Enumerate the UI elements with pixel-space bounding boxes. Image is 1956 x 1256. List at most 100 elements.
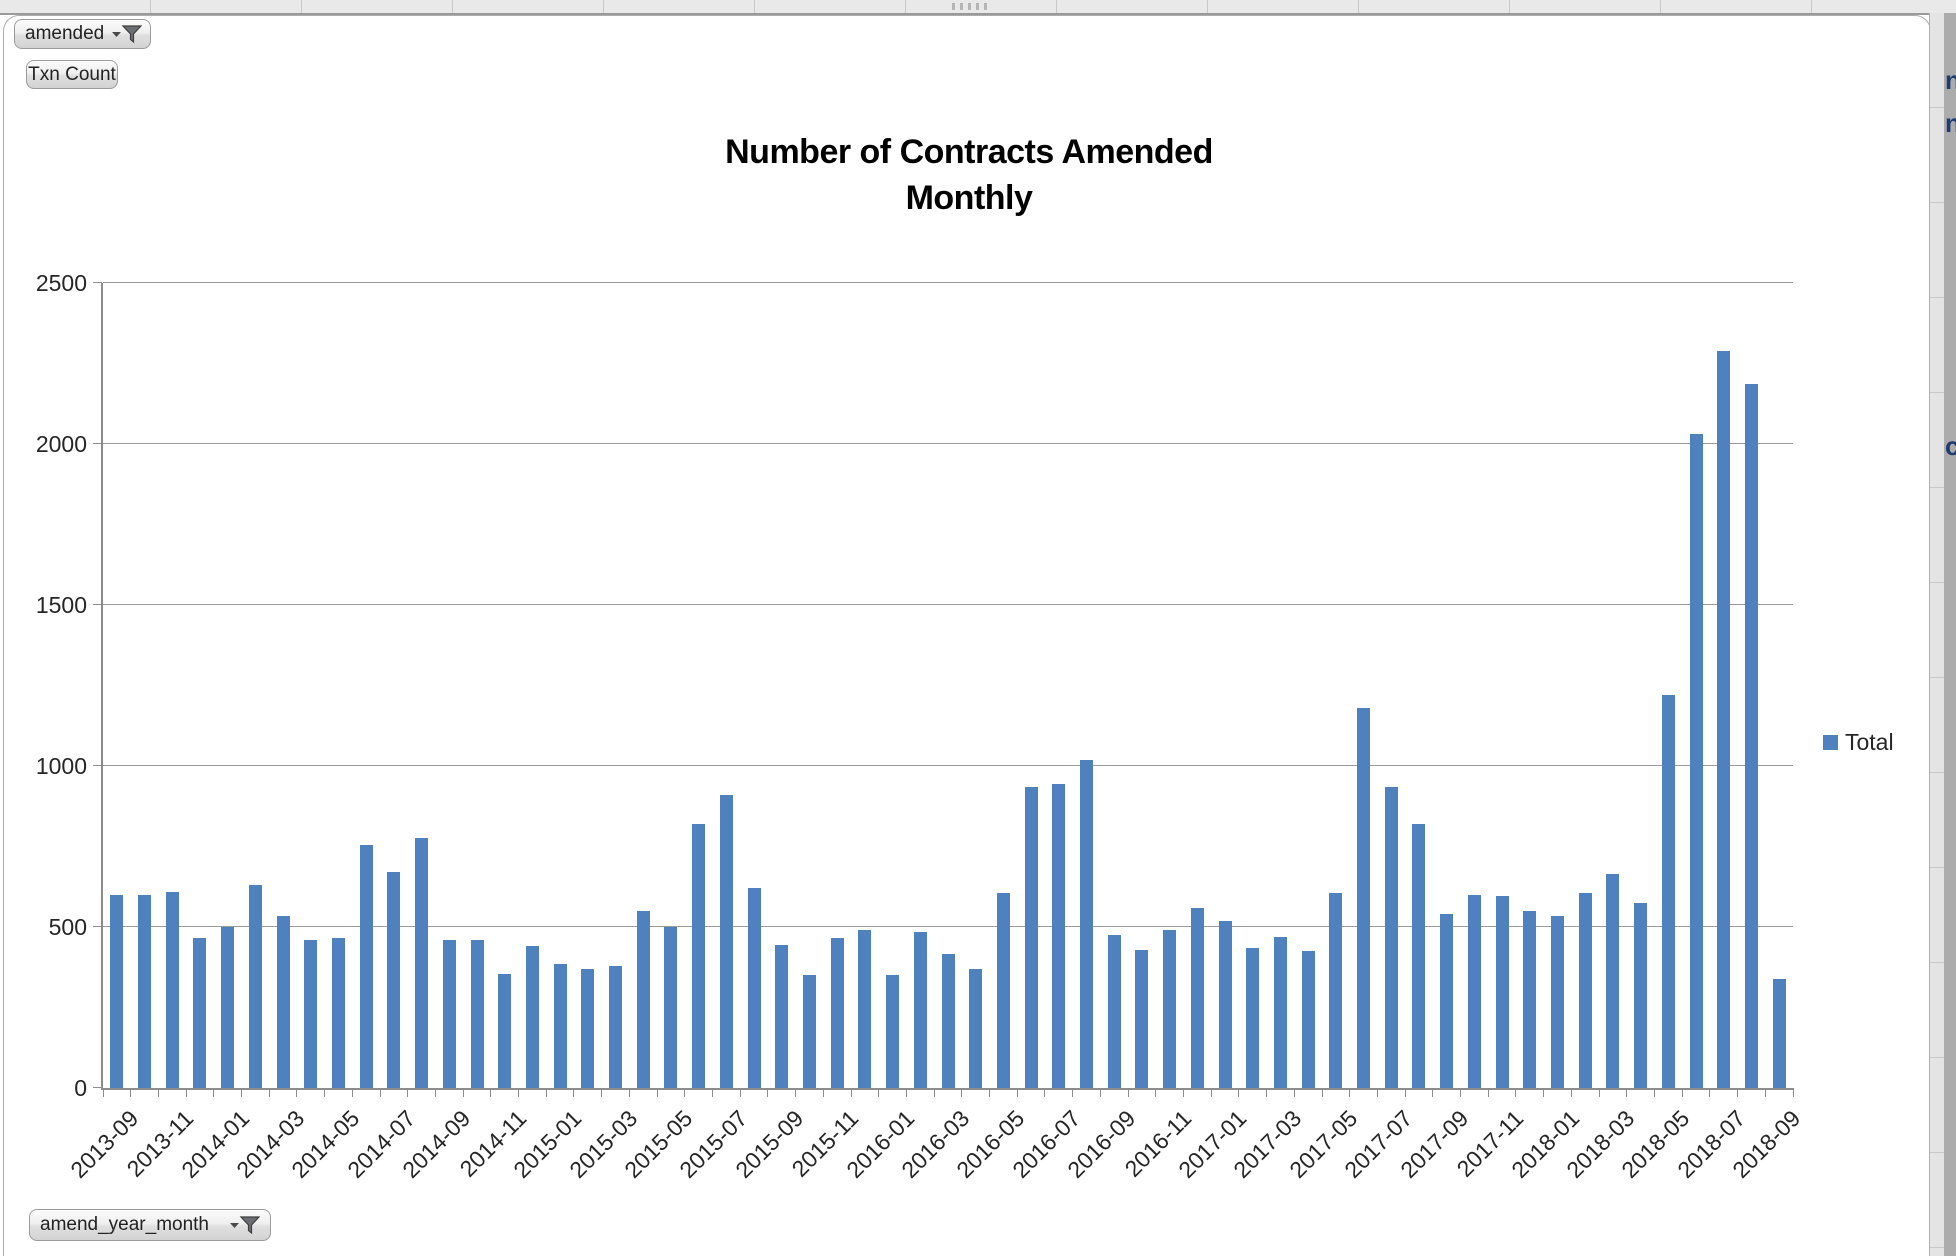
x-axis-tick (324, 1088, 326, 1097)
x-axis-tick (1460, 1088, 1462, 1097)
x-axis-tick (379, 1088, 381, 1097)
bar-2017-12 (1523, 910, 1537, 1088)
x-axis-tick (185, 1088, 187, 1097)
bar-2015-12 (858, 930, 872, 1088)
x-axis-tick (1293, 1088, 1295, 1097)
x-axis-tick (1653, 1088, 1655, 1097)
y-axis-label: 1500 (35, 592, 87, 618)
x-axis-tick (1182, 1088, 1184, 1097)
bar-2014-08 (415, 838, 429, 1088)
legend-series-label: Total (1845, 729, 1894, 755)
x-axis-tick (1515, 1088, 1517, 1097)
bar-2014-03 (276, 915, 290, 1088)
x-axis-tick (1543, 1088, 1545, 1097)
x-axis-tick (1044, 1088, 1046, 1097)
gridline (103, 926, 1793, 927)
filter-funnel-icon (230, 1215, 260, 1235)
bar-2014-11 (498, 973, 512, 1088)
pivot-chart-area: amended Txn Count Number of Contracts Am… (3, 15, 1931, 1256)
x-axis-tick (213, 1088, 215, 1097)
bar-2013-09 (110, 894, 124, 1088)
x-axis-tick (351, 1088, 353, 1097)
bar-2018-02 (1578, 893, 1592, 1088)
chart-title-line2: Monthly (905, 179, 1033, 217)
pivot-filter-amended-button[interactable]: amended (14, 19, 151, 49)
x-axis-tick (1598, 1088, 1600, 1097)
x-axis-tick (1099, 1088, 1101, 1097)
x-axis-tick (1238, 1088, 1240, 1097)
x-axis-tick (767, 1088, 769, 1097)
bar-2016-11 (1163, 930, 1177, 1088)
bar-2015-07 (719, 794, 733, 1088)
pivot-value-txn-count-button[interactable]: Txn Count (26, 60, 118, 89)
x-axis-tick (241, 1088, 243, 1097)
bar-2017-08 (1412, 823, 1426, 1088)
bar-2014-10 (470, 939, 484, 1088)
bar-2015-01 (553, 964, 567, 1088)
x-axis-tick (157, 1088, 159, 1097)
spreadsheet-top-row (0, 0, 1956, 15)
x-axis-tick (1432, 1088, 1434, 1097)
y-axis-tick (93, 443, 102, 444)
x-axis-tick (130, 1088, 132, 1097)
x-axis-tick (850, 1088, 852, 1097)
bar-2016-08 (1080, 759, 1094, 1088)
x-axis-tick (905, 1088, 907, 1097)
x-axis-tick (1266, 1088, 1268, 1097)
y-axis-label: 2000 (35, 431, 87, 457)
gridline (103, 765, 1793, 766)
x-axis-tick (628, 1088, 630, 1097)
chart-title: Number of Contracts Amended Monthly (404, 129, 1534, 221)
bar-2017-03 (1273, 936, 1287, 1088)
bar-2016-12 (1190, 907, 1204, 1088)
x-axis-tick (989, 1088, 991, 1097)
bar-2018-09 (1772, 978, 1786, 1088)
bar-2013-11 (165, 891, 179, 1088)
gridline (103, 282, 1793, 283)
bar-2018-03 (1606, 873, 1620, 1088)
filter-funnel-icon (112, 24, 143, 44)
x-axis-tick (1764, 1088, 1766, 1097)
x-axis-tick (1487, 1088, 1489, 1097)
bar-2017-02 (1246, 947, 1260, 1088)
bar-2017-04 (1301, 951, 1315, 1088)
pivot-filter-amend-year-month-button[interactable]: amend_year_month (29, 1209, 271, 1241)
pivot-filter-amend-year-month-label: amend_year_month (40, 1214, 209, 1235)
x-axis-tick (1404, 1088, 1406, 1097)
bar-2017-05 (1329, 893, 1343, 1088)
bar-2018-04 (1634, 902, 1648, 1088)
bar-2014-04 (304, 939, 318, 1088)
y-axis-label: 0 (74, 1075, 87, 1101)
spreadsheet-cells (1929, 13, 1945, 1256)
x-axis-tick (1792, 1088, 1794, 1097)
bar-2018-01 (1551, 915, 1564, 1088)
x-axis-tick (1321, 1088, 1323, 1097)
bar-2017-11 (1495, 896, 1509, 1088)
x-axis-tick (407, 1088, 409, 1097)
bar-2015-04 (636, 910, 650, 1088)
x-axis-tick (961, 1088, 963, 1097)
bar-2016-05 (996, 893, 1010, 1088)
y-axis-label: 1000 (35, 753, 87, 779)
plot-area: 0 500 1000 1500 2000 2500 2013-09 2013-11 2014-0… (36, 270, 1806, 1183)
x-axis-tick (1681, 1088, 1683, 1097)
legend-swatch-icon (1823, 735, 1838, 750)
bar-2016-09 (1107, 935, 1121, 1088)
x-axis-tick (795, 1088, 797, 1097)
bar-2014-01 (221, 927, 235, 1088)
bar-2017-10 (1467, 894, 1481, 1088)
bar-2014-09 (442, 939, 456, 1088)
bar-2015-11 (830, 938, 844, 1088)
bar-2016-03 (941, 954, 955, 1088)
x-axis-tick (518, 1088, 520, 1097)
bar-2014-06 (359, 844, 373, 1088)
spreadsheet-right-column: n n c (1929, 13, 1956, 1256)
pivot-value-txn-count-label: Txn Count (28, 63, 116, 85)
pivot-filter-amended-label: amended (25, 23, 105, 44)
drag-grip-icon (952, 3, 992, 10)
bar-2016-06 (1024, 786, 1038, 1088)
x-axis-tick (933, 1088, 935, 1097)
x-axis-tick (1709, 1088, 1711, 1097)
x-axis-tick (1626, 1088, 1628, 1097)
